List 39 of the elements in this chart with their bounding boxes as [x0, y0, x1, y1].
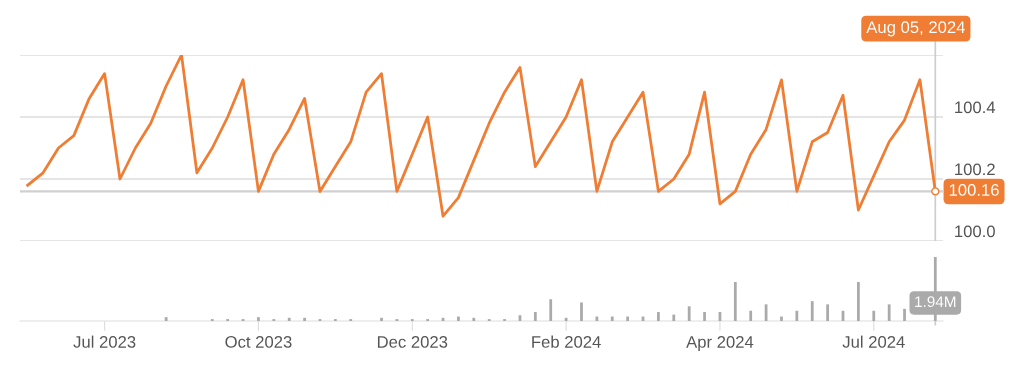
bar: [887, 304, 891, 321]
bar: [257, 317, 260, 321]
bar: [380, 317, 383, 321]
bar: [703, 312, 706, 321]
bar: [657, 312, 660, 321]
bar: [303, 317, 306, 321]
bar: [687, 306, 691, 321]
bar: [533, 312, 537, 321]
bar: [857, 281, 860, 321]
x-tick-label: Jul 2023: [73, 335, 136, 348]
bar: [872, 310, 876, 321]
annotation: 1.94M: [915, 296, 956, 308]
x-tick-label: Feb 2024: [532, 335, 601, 348]
bar: [549, 299, 553, 321]
ref-line-label: 100.16: [949, 184, 999, 196]
bar: [164, 317, 168, 321]
bar: [749, 310, 753, 321]
bar: [780, 316, 783, 321]
y-tick-label: 100.2: [955, 163, 995, 176]
bar: [595, 316, 599, 321]
bar: [457, 316, 460, 321]
text: Aug 05, 2024: [866, 21, 965, 37]
x-tick-label: Jul 2024: [842, 335, 905, 348]
bar: [672, 314, 676, 321]
y-tick-label: 100.4: [955, 101, 996, 114]
x-tick-label: Oct 2023: [225, 336, 292, 348]
bar: [810, 301, 814, 321]
bar: [903, 308, 906, 321]
bar: [733, 281, 737, 321]
x-tick-label: Apr 2024: [686, 336, 754, 352]
bar: [795, 310, 799, 321]
x-tick-label: Dec 2023: [377, 336, 448, 348]
bar: [626, 316, 630, 321]
bar: [580, 302, 583, 321]
y-tick-label: 100.0: [955, 225, 995, 238]
bar: [826, 304, 830, 321]
bar: [610, 316, 614, 321]
bar: [472, 317, 476, 321]
bar: [287, 317, 291, 321]
